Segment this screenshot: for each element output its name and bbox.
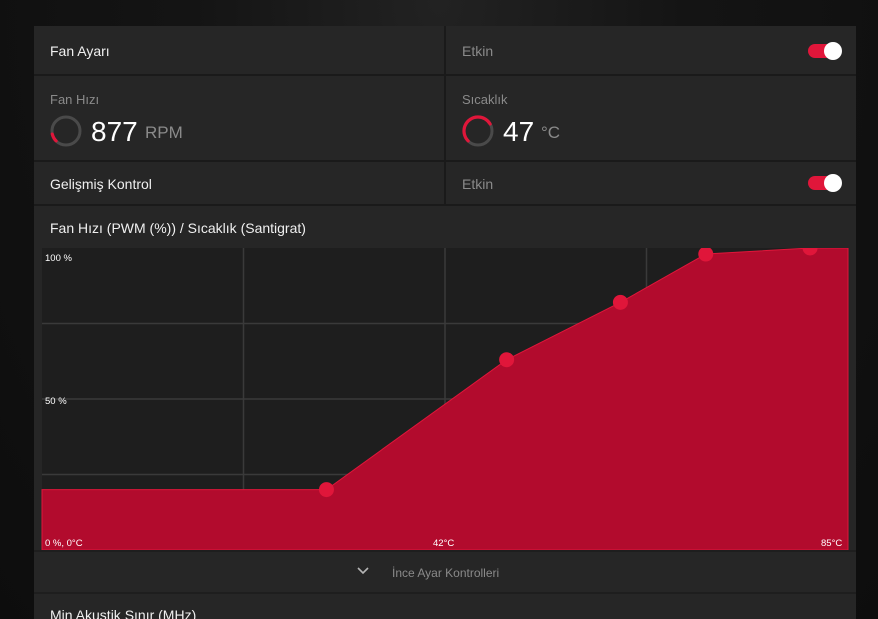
fine-tuning-label: İnce Ayar Kontrolleri [392, 566, 500, 580]
min-acoustic-row: Min Akustik Sınır (MHz) [34, 594, 856, 619]
temperature-label: Sıcaklık [462, 92, 508, 107]
chart-title-row: Fan Hızı (PWM (%)) / Sıcaklık (Santigrat… [34, 206, 856, 248]
fan-tuning-toggle[interactable] [808, 42, 842, 60]
fan-tuning-panel: Fan Ayarı Etkin Fan Hızı 877 RPM Sıcaklı… [34, 26, 856, 619]
temperature-unit: °C [541, 123, 561, 142]
divider [34, 74, 856, 76]
fan-tuning-label: Fan Ayarı [50, 43, 110, 59]
divider [34, 204, 856, 206]
toggle-knob [824, 174, 842, 192]
row-divider [444, 76, 446, 160]
fine-tuning-expander[interactable]: İnce Ayar Kontrolleri [34, 552, 856, 592]
row-divider [444, 162, 446, 204]
advanced-control-label: Gelişmiş Kontrol [50, 176, 152, 192]
fan-tuning-status: Etkin [462, 43, 494, 59]
divider [34, 160, 856, 162]
fan-speed-label: Fan Hızı [50, 92, 100, 107]
fan-curve-chart[interactable]: 100 % 50 % 0 %, 0°C 42°C 85°C [34, 240, 856, 551]
readout-row: Fan Hızı 877 RPM Sıcaklık 47 °C [34, 76, 856, 160]
origin-label: 0 %, 0°C [45, 538, 83, 549]
fan-speed-gauge-icon [50, 115, 82, 147]
fan-curve-area [41, 247, 849, 551]
curve-control-point[interactable] [499, 352, 515, 368]
x-tick-label: 85°C [821, 538, 842, 549]
y-tick-label: 50 % [45, 396, 67, 407]
x-tick-label: 42°C [433, 538, 454, 549]
fan-speed-unit: RPM [145, 123, 183, 142]
curve-control-point[interactable] [698, 246, 714, 262]
chevron-down-icon [357, 567, 369, 575]
advanced-control-toggle[interactable] [808, 174, 842, 192]
y-tick-label: 100 % [45, 253, 72, 264]
min-acoustic-label: Min Akustik Sınır (MHz) [50, 607, 197, 619]
row-divider [444, 26, 446, 74]
fan-tuning-row: Fan Ayarı Etkin [34, 26, 856, 74]
fan-speed-value: 877 [91, 116, 138, 147]
chart-title: Fan Hızı (PWM (%)) / Sıcaklık (Santigrat… [50, 220, 306, 236]
temperature-value: 47 [503, 116, 535, 147]
fan-curve-chart-area: 100 % 50 % 0 %, 0°C 42°C 85°C [34, 240, 856, 551]
advanced-control-row: Gelişmiş Kontrol Etkin [34, 162, 856, 204]
toggle-knob [824, 42, 842, 60]
temperature-gauge-icon [462, 115, 494, 147]
advanced-control-status: Etkin [462, 176, 494, 192]
curve-control-point[interactable] [612, 294, 628, 310]
curve-control-point[interactable] [318, 482, 334, 498]
